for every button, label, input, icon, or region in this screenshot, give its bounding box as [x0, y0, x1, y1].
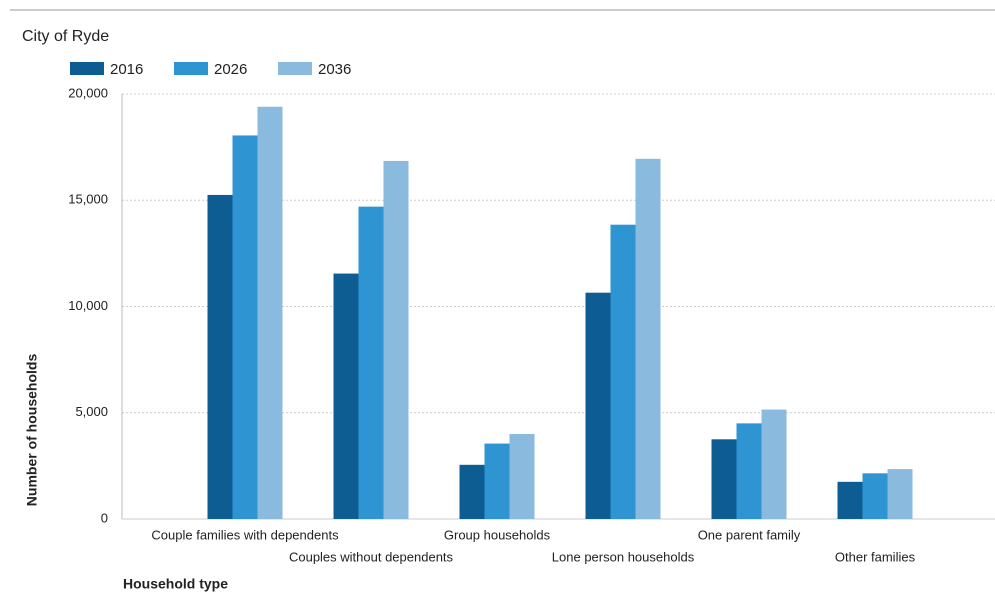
legend-label: 2016 — [110, 61, 143, 78]
bar — [333, 273, 359, 519]
x-tick-label: Group households — [444, 527, 551, 542]
bar — [257, 106, 283, 519]
x-tick-label: One parent family — [698, 527, 801, 542]
bar — [207, 194, 233, 519]
bar — [635, 158, 661, 519]
y-tick-label: 20,000 — [68, 85, 108, 100]
bar — [585, 292, 611, 519]
chart-title: City of Ryde — [22, 28, 109, 45]
y-axis-title: Number of households — [24, 354, 40, 507]
bar — [711, 439, 737, 519]
y-tick-label: 0 — [101, 510, 108, 525]
y-tick-label: 5,000 — [75, 404, 108, 419]
x-tick-label: Couple families with dependents — [151, 527, 339, 542]
x-tick-label: Couples without dependents — [289, 549, 454, 564]
legend-swatch — [174, 62, 208, 75]
bar — [232, 135, 258, 519]
bar — [358, 206, 384, 519]
bar — [484, 443, 510, 519]
bar — [887, 469, 913, 519]
legend-swatch — [70, 62, 104, 75]
bar — [383, 160, 409, 519]
legend-swatch — [278, 62, 312, 75]
x-axis-title: Household type — [123, 576, 228, 592]
x-tick-label: Other families — [835, 549, 916, 564]
x-tick-label: Lone person households — [552, 549, 695, 564]
bar — [837, 481, 863, 519]
legend-label: 2036 — [318, 61, 351, 78]
y-tick-label: 10,000 — [68, 298, 108, 313]
bar — [862, 473, 888, 519]
bar — [459, 464, 485, 519]
y-tick-label: 15,000 — [68, 192, 108, 207]
legend-label: 2026 — [214, 61, 247, 78]
bar — [761, 409, 787, 519]
bar — [610, 224, 636, 519]
bar — [736, 423, 762, 519]
bar — [509, 434, 535, 519]
